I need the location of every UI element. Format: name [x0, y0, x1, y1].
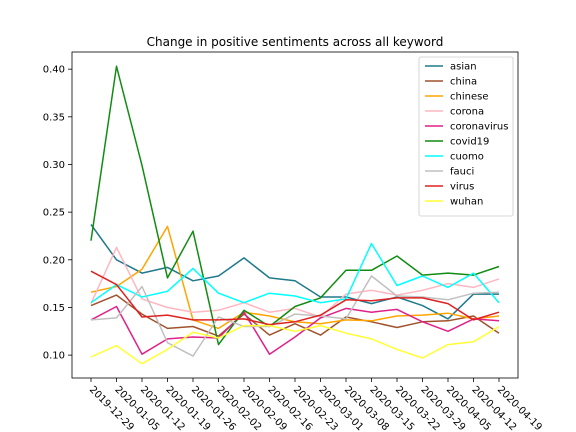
legend-label-coronavirus: coronavirus	[450, 122, 508, 133]
legend-label-wuhan: wuhan	[450, 197, 483, 208]
series-line-virus	[90, 270, 500, 326]
series-line-coronavirus	[90, 305, 500, 355]
legend-label-covid19: covid19	[450, 137, 489, 148]
y-tick-label: 0.40	[43, 65, 65, 76]
legend-label-china: china	[450, 77, 477, 88]
y-tick-label: 0.15	[43, 303, 65, 314]
series-line-corona	[90, 246, 500, 318]
y-tick-label: 0.25	[43, 208, 65, 219]
legend: asian china chinese corona coronavirus covid1…	[418, 56, 514, 217]
y-tick-label: 0.20	[43, 255, 65, 266]
series-line-fauci	[90, 275, 500, 357]
legend-label-asian: asian	[450, 62, 477, 73]
legend-label-corona: corona	[450, 107, 484, 118]
y-tick-label: 0.30	[43, 160, 65, 171]
chart-title: Change in positive sentiments across all…	[147, 35, 444, 49]
series-line-asian	[90, 224, 499, 320]
series-line-wuhan	[90, 324, 500, 365]
y-axis: 0.10 0.15 0.20 0.25 0.30 0.35 0.40	[43, 65, 72, 362]
x-axis: 2019-12-292020-01-052020-01-122020-01-19…	[87, 378, 544, 432]
legend-label-chinese: chinese	[450, 92, 488, 103]
legend-label-fauci: fauci	[450, 167, 474, 178]
y-tick-label: 0.35	[43, 112, 65, 123]
series-line-covid19	[90, 65, 500, 346]
y-tick-label: 0.10	[43, 351, 65, 362]
series-layer	[90, 65, 500, 365]
legend-label-cuomo: cuomo	[450, 152, 484, 163]
legend-label-virus: virus	[450, 182, 474, 193]
series-line-cuomo	[90, 242, 500, 304]
